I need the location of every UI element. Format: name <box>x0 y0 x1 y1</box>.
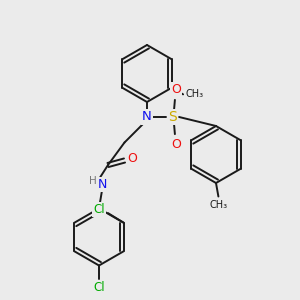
Text: O: O <box>172 83 181 96</box>
Text: Cl: Cl <box>93 280 105 294</box>
Text: O: O <box>172 138 181 151</box>
Text: CH₃: CH₃ <box>185 89 203 99</box>
Text: O: O <box>127 152 137 165</box>
Text: Cl: Cl <box>93 203 105 216</box>
Text: CH₃: CH₃ <box>210 200 228 210</box>
Text: N: N <box>142 110 152 124</box>
Text: S: S <box>168 110 177 124</box>
Text: H: H <box>88 176 96 187</box>
Text: N: N <box>97 178 107 191</box>
